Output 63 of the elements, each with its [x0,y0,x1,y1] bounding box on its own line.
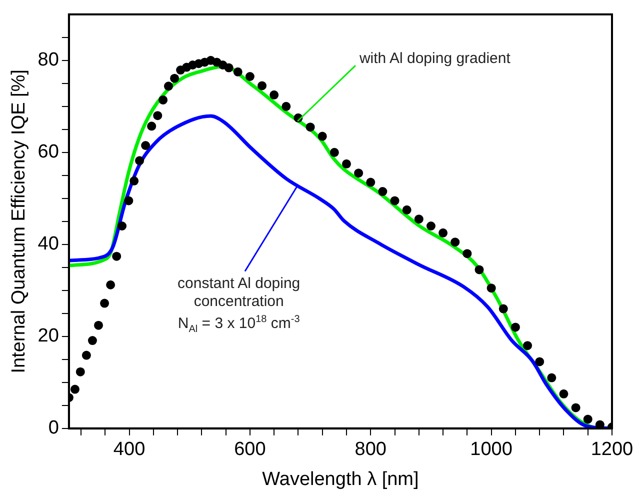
point [402,205,412,214]
y-axis-title: Internal Quantum Efficiency IQE [%] [8,70,30,374]
point [158,95,168,104]
point [224,63,234,72]
point [245,72,254,81]
point [135,156,144,166]
point [330,148,339,157]
point [414,214,424,224]
point [474,265,484,274]
point [366,178,376,187]
point [523,341,532,350]
annotation: with Al doping gradient [359,50,510,68]
point [94,320,103,330]
point [282,102,291,111]
point [559,389,568,398]
point [595,420,604,428]
point [164,82,173,91]
annotation: constant Al doping concentration N$_{Al}$ = 3 x 10$^{18}$ cm$^{-3}$ [178,275,300,338]
point [306,122,315,132]
x-tick-label: 1000 [470,439,512,460]
point [170,74,180,83]
point [535,357,544,366]
point [270,90,279,100]
point [462,249,472,258]
point [378,187,388,196]
point [486,284,496,293]
point [390,196,400,206]
point [354,168,364,178]
point [233,67,242,76]
point [571,403,580,412]
point [438,228,448,238]
point [498,304,508,314]
point [130,176,139,186]
y-tick-label: 0 [48,418,59,439]
point [112,252,122,261]
point [118,222,127,230]
point [106,280,116,290]
point [88,336,97,346]
point [583,414,592,424]
y-tick-label: 40 [38,234,59,255]
y-tick-label: 80 [38,50,59,71]
point [100,298,110,308]
x-tick-label: 600 [234,439,266,460]
point [510,322,520,332]
x-tick-label: 1200 [590,439,634,460]
point [153,111,162,120]
point [426,222,436,230]
point [141,141,150,150]
point [547,373,556,382]
point [342,159,351,168]
y-tick-label: 20 [38,326,59,347]
point [76,367,85,376]
point [450,238,460,247]
point [258,81,267,90]
point [147,122,156,131]
point [70,384,80,394]
point [82,350,91,360]
point [318,132,327,141]
x-tick-label: 800 [354,439,386,460]
x-tick-label: 400 [113,439,146,460]
x-axis-title: Wavelength λ [nm] [262,468,419,490]
point [124,196,134,206]
y-tick-label: 60 [38,142,59,163]
